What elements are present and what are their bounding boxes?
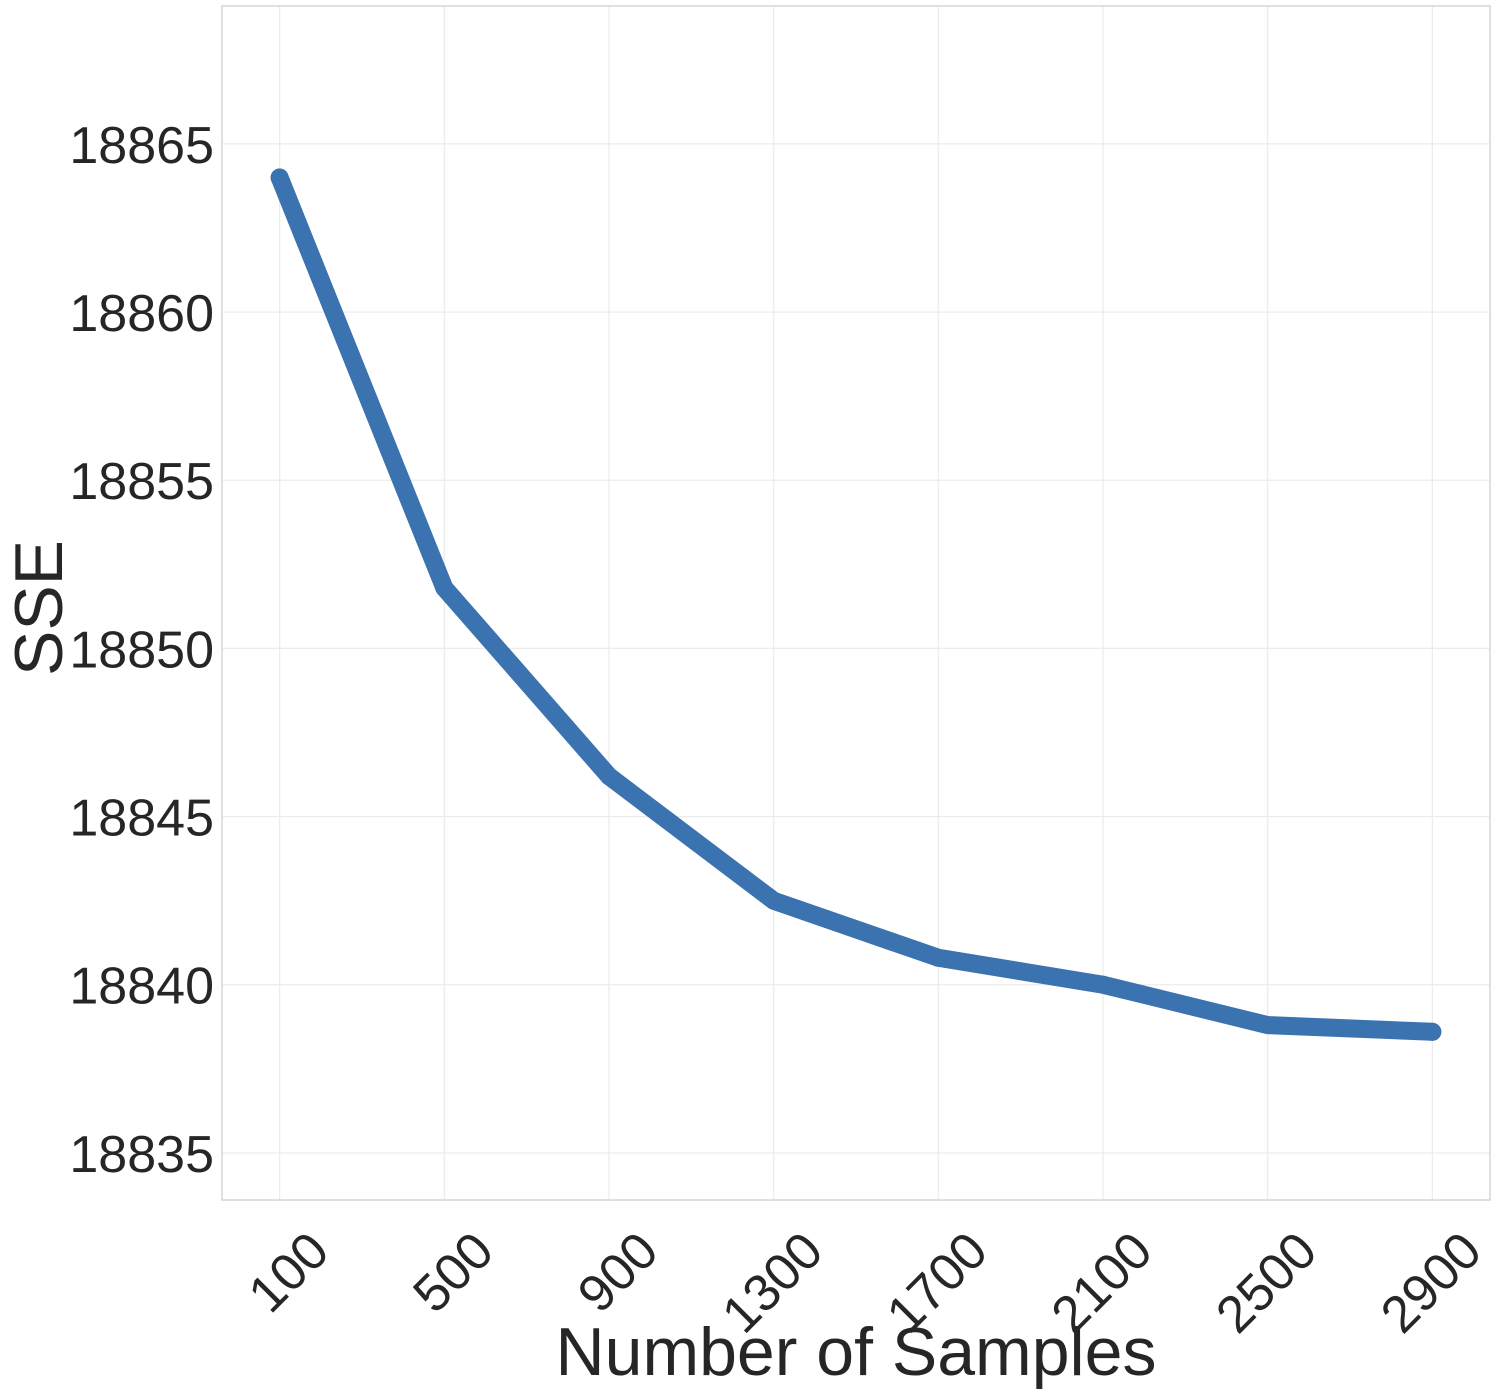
x-tick-label: 2900: [1370, 1221, 1493, 1344]
x-tick-label: 500: [402, 1221, 504, 1323]
x-tick-label: 100: [238, 1221, 340, 1323]
y-tick-label: 18840: [69, 958, 214, 1016]
data-point: [1423, 1022, 1442, 1041]
grid-layer: [222, 6, 1490, 1200]
data-point: [599, 767, 618, 786]
y-tick-labels: 18835 18840 18845 18850 18855 18860 18865: [69, 117, 214, 1184]
series-layer: [270, 168, 1442, 1041]
y-tick-label: 18855: [69, 453, 214, 511]
data-point: [270, 168, 289, 187]
data-point: [1258, 1016, 1277, 1035]
series-line: [270, 168, 1442, 1041]
y-tick-label: 18865: [69, 117, 214, 175]
y-tick-label: 18845: [69, 790, 214, 848]
y-tick-label: 18835: [69, 1126, 214, 1184]
x-axis-label: Number of Samples: [556, 1314, 1157, 1390]
x-tick-label: 900: [567, 1221, 669, 1323]
data-point: [764, 891, 783, 910]
plot-frame: [221, 5, 1491, 1201]
y-tick-label: 18850: [69, 621, 214, 679]
data-point: [435, 578, 454, 597]
y-tick-label: 18860: [69, 285, 214, 343]
y-axis-label: SSE: [1, 540, 77, 676]
data-point: [929, 948, 948, 967]
data-point: [1094, 975, 1113, 994]
x-tick-label: 2500: [1205, 1221, 1328, 1344]
